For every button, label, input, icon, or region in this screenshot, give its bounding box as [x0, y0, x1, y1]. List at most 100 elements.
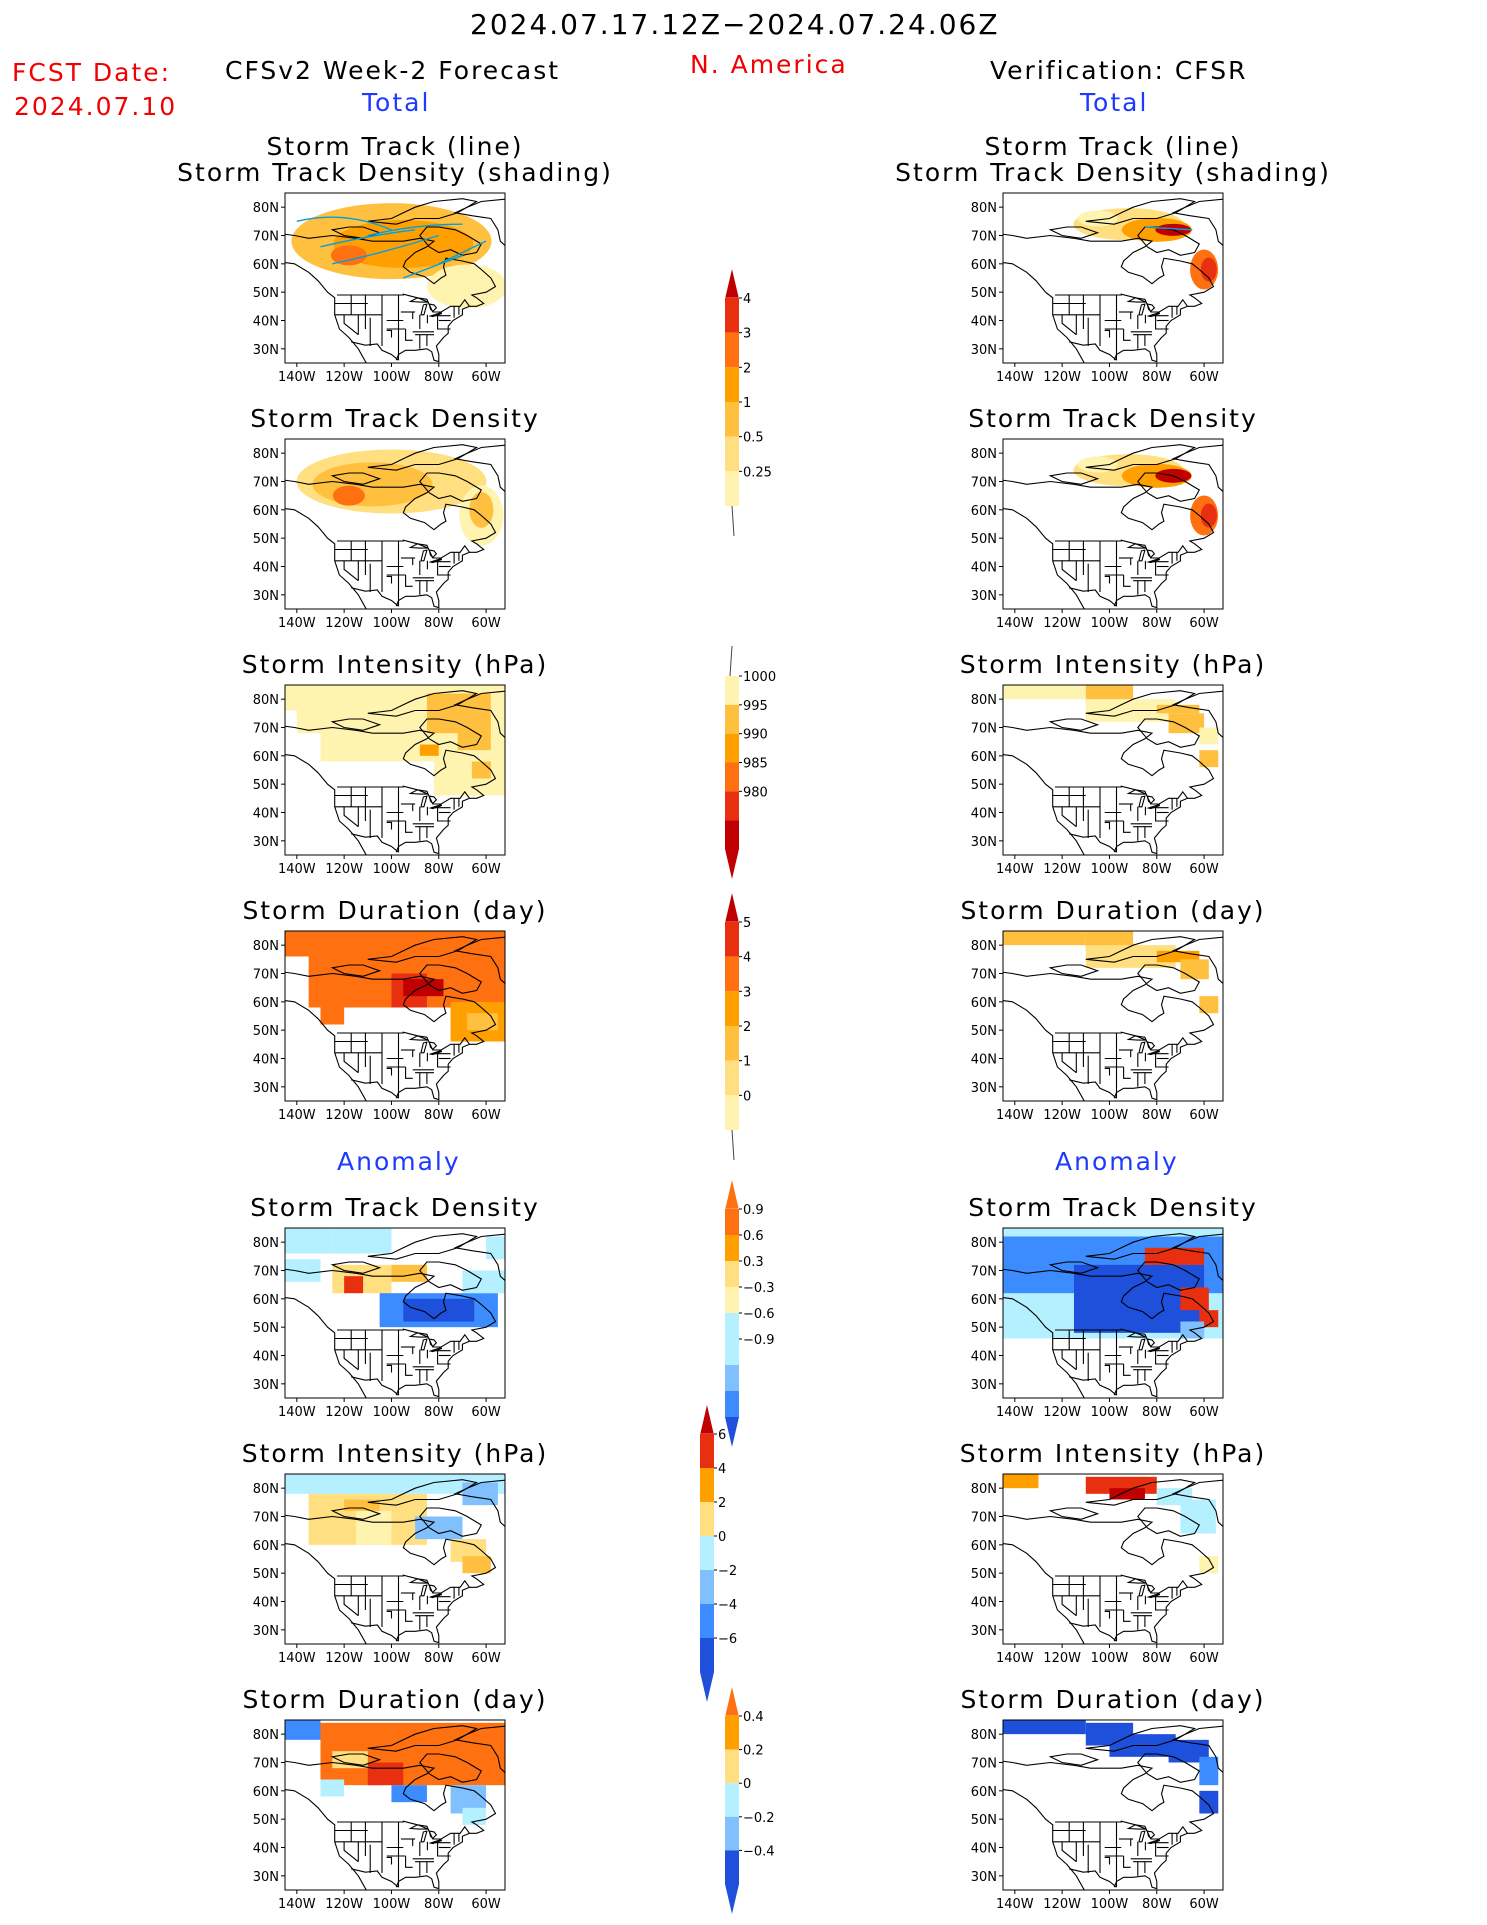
lake — [408, 543, 429, 549]
shade-cell — [320, 1779, 345, 1797]
lat-tick-label: 30N — [971, 835, 997, 850]
coastline — [285, 1760, 497, 1890]
lake — [428, 803, 443, 810]
lat-tick-label: 70N — [971, 1511, 997, 1526]
lat-tick-label: 60N — [253, 504, 279, 519]
plot-frame — [1002, 1719, 1224, 1891]
coastline-island — [1048, 1261, 1100, 1274]
lon-tick-label: 140W — [278, 1897, 316, 1912]
lake — [420, 1338, 428, 1351]
lon-tick-label: 80W — [424, 1108, 454, 1123]
lon-tick-label: 100W — [1091, 370, 1129, 385]
left-column-title: CFSv2 Week-2 Forecast — [225, 56, 561, 85]
coastline-greenland — [453, 198, 505, 247]
colorbar-label: 0.4 — [743, 1710, 764, 1725]
shading — [285, 1474, 505, 1574]
lon-tick-label: 140W — [278, 370, 316, 385]
left-total-label: Total — [362, 88, 431, 117]
panel-title: Storm Track Density (shading) — [177, 158, 613, 187]
map-basemap — [1003, 1725, 1223, 1890]
coastline-island — [419, 964, 483, 994]
shade-cell — [1085, 699, 1176, 722]
lake — [408, 789, 429, 795]
lon-tick-label: 60W — [1189, 862, 1219, 877]
lat-tick-label: 40N — [253, 561, 279, 576]
national-border — [351, 587, 399, 607]
panel-title: Storm Track Density — [968, 1193, 1258, 1222]
lon-tick-label: 100W — [1091, 1897, 1129, 1912]
lake — [408, 1332, 429, 1338]
colorbar-label: −6 — [718, 1632, 737, 1647]
colorbar-segment — [725, 1235, 739, 1261]
state-border — [1104, 1610, 1111, 1619]
lat-tick-label: 70N — [971, 1265, 997, 1280]
left-anomaly-label: Anomaly — [337, 1147, 461, 1176]
state-border — [405, 329, 413, 341]
colorbar-label: 4 — [743, 292, 751, 307]
coastline-island — [330, 718, 382, 731]
shade-cell — [1156, 704, 1200, 714]
colorbar-arrow — [724, 1685, 740, 1717]
storm-track-line — [367, 223, 463, 237]
lat-tick-label: 70N — [253, 1511, 279, 1526]
colorbar-segment — [725, 676, 739, 705]
colorbar-segment — [725, 991, 739, 1026]
colorbar-label: 0.5 — [743, 431, 764, 446]
colorbar-segment — [725, 1783, 739, 1817]
shade-cell — [1168, 713, 1205, 734]
colorbar-segment — [725, 1026, 739, 1061]
map-basemap — [285, 198, 505, 363]
coastline — [1003, 1268, 1215, 1398]
map-panel: 80N 70N 60N 50N 40N 30N 140W 120W 100W 80W 60W — [971, 1719, 1224, 1912]
national-border — [1069, 1376, 1117, 1396]
coastline — [285, 233, 497, 363]
colorbar-arrow — [699, 1403, 715, 1435]
state-border — [437, 1841, 451, 1857]
panel-title: Storm Track (line) — [266, 132, 524, 161]
map-panel: 80N 70N 60N 50N 40N 30N 140W 120W 100W 80W 60W — [971, 684, 1224, 877]
national-border — [351, 833, 399, 853]
lon-tick-label: 140W — [996, 370, 1034, 385]
state-border — [343, 314, 359, 336]
coastline-island — [1048, 226, 1100, 239]
lat-tick-label: 40N — [971, 1053, 997, 1068]
coastline — [285, 261, 367, 363]
coastline — [1003, 479, 1215, 609]
shade-blob — [1200, 257, 1217, 282]
lon-tick-label: 100W — [1091, 862, 1129, 877]
colorbar-segment — [725, 298, 739, 333]
lat-tick-label: 50N — [971, 1024, 997, 1039]
lake — [1138, 549, 1146, 562]
coastline-island — [1137, 964, 1201, 994]
lat-tick-label: 40N — [971, 1350, 997, 1365]
coastline — [1003, 725, 1215, 855]
lake — [428, 795, 438, 805]
lat-tick-label: 80N — [971, 939, 997, 954]
coastline-greenland — [453, 1479, 505, 1528]
lon-tick-label: 60W — [471, 862, 501, 877]
shade-blob — [427, 264, 505, 309]
lon-tick-label: 100W — [373, 862, 411, 877]
colorbar-label: 0 — [743, 1777, 751, 1792]
lake — [408, 1035, 429, 1041]
lat-tick-label: 40N — [971, 1842, 997, 1857]
map-basemap — [1003, 198, 1223, 363]
state-border — [386, 329, 393, 338]
shade-cell — [285, 1259, 321, 1282]
coastline — [285, 1542, 367, 1644]
lake — [408, 297, 429, 303]
lake — [420, 1830, 428, 1843]
colorbar-label: 0.9 — [743, 1203, 764, 1218]
plot-frame — [284, 1227, 506, 1399]
colorbar-tail — [731, 1129, 735, 1161]
state-border — [1061, 314, 1077, 336]
state-border — [343, 1349, 359, 1371]
lon-tick-label: 140W — [278, 1108, 316, 1123]
lon-tick-label: 100W — [373, 370, 411, 385]
map-panel: 80N 70N 60N 50N 40N 30N 140W 120W 100W 80W 60W — [253, 1719, 506, 1912]
lake — [1146, 795, 1156, 805]
colorbar-label: 0 — [718, 1530, 726, 1545]
lat-tick-label: 40N — [253, 1053, 279, 1068]
coastline-greenland — [1171, 1725, 1223, 1774]
shade-cell — [1003, 931, 1086, 946]
